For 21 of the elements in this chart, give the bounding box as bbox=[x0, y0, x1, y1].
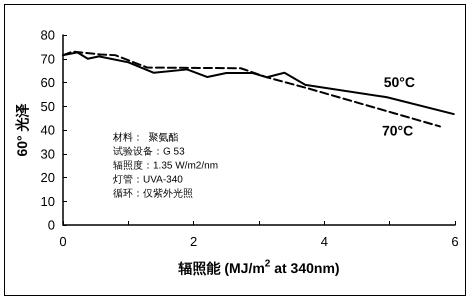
y-tick-label: 50 bbox=[40, 98, 55, 114]
y-axis-title: 60° 光泽 bbox=[14, 102, 30, 157]
series-label: 50°C bbox=[384, 74, 415, 90]
annotation: 循环：仅紫外光照 bbox=[113, 188, 193, 200]
annotation: 材料： 聚氨酯 bbox=[112, 132, 179, 144]
y-tick-label: 80 bbox=[40, 28, 55, 42]
y-tick-label: 10 bbox=[40, 194, 55, 209]
annotation: 灯管：UVA-340 bbox=[113, 174, 184, 186]
annotation: 试验设备：G 53 bbox=[113, 146, 186, 158]
y-tick-label: 40 bbox=[40, 122, 55, 138]
x-tick-label: 4 bbox=[320, 234, 328, 249]
series-label: 70°C bbox=[382, 122, 414, 138]
x-tick-label: 2 bbox=[190, 234, 198, 249]
x-tick-label: 6 bbox=[451, 234, 459, 249]
y-tick-label: 0 bbox=[48, 218, 55, 232]
y-tick-label: 70 bbox=[40, 51, 55, 66]
annotation: 辐照度：1.35 W/m2/nm bbox=[113, 160, 218, 172]
y-tick-label: 60 bbox=[40, 75, 55, 90]
y-tick-label: 30 bbox=[40, 146, 55, 162]
y-tick-label: 20 bbox=[40, 170, 55, 185]
x-tick-label: 0 bbox=[59, 234, 67, 249]
